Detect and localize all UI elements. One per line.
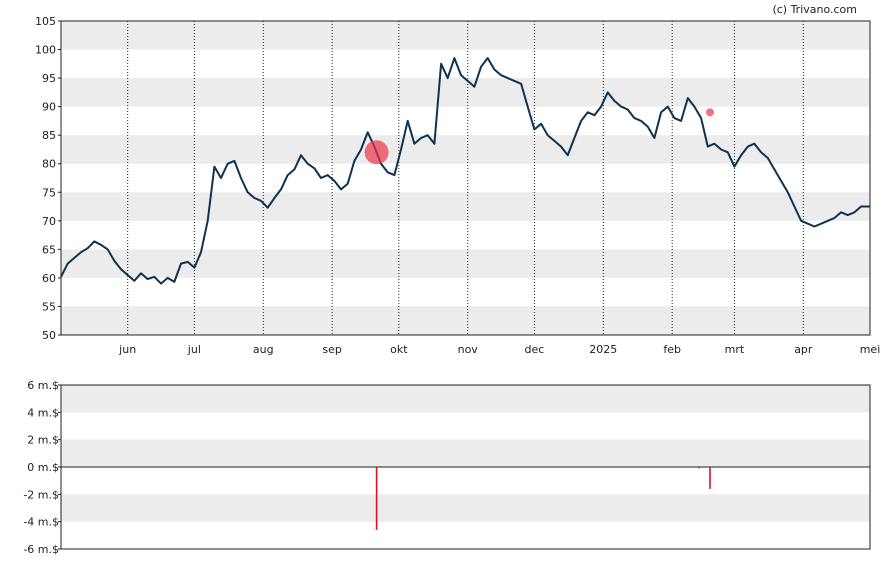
x-tick-label: jun [118, 343, 136, 356]
x-tick-label: aug [253, 343, 274, 356]
y-tick-label: 70 [42, 215, 56, 228]
grid-band [61, 192, 870, 221]
y-tick-label: 100 [35, 44, 56, 57]
grid-band [61, 306, 870, 335]
x-tick-label: nov [458, 343, 479, 356]
y-tick-label: 75 [42, 186, 56, 199]
trade-marker [705, 108, 714, 117]
y-tick-label: 85 [42, 129, 56, 142]
y-tick-label: 0 m.$ [27, 461, 59, 474]
grid-band [61, 494, 870, 522]
x-tick-label: sep [322, 343, 341, 356]
grid-band [61, 385, 870, 413]
y-tick-label: 2 m.$ [27, 434, 59, 447]
price-line [60, 57, 870, 285]
trade-marker [364, 140, 389, 165]
y-tick-label: 95 [42, 72, 56, 85]
x-tick-label: mrt [725, 343, 745, 356]
y-tick-label: -4 m.$ [23, 516, 59, 529]
x-tick-label: apr [794, 343, 813, 356]
grid-band [61, 439, 870, 467]
y-tick-label: 90 [42, 101, 56, 114]
plot-frame [60, 20, 871, 336]
y-tick-label: 60 [42, 272, 56, 285]
y-tick-label: 4 m.$ [27, 406, 59, 419]
y-tick-label: -6 m.$ [23, 543, 59, 556]
grid-band [61, 21, 870, 50]
y-tick-label: 65 [42, 243, 56, 256]
credit-label: (c) Trivano.com [772, 3, 857, 16]
x-tick-label: mei [860, 343, 881, 356]
y-tick-label: -2 m.$ [23, 488, 59, 501]
price-chart: jun jul aug sep okt nov dec 2025 feb mrt apr mei 50 5… [35, 15, 880, 356]
y-tick-label: 6 m.$ [27, 379, 59, 392]
insider-trades-chart: -6 m.$ -4 m.$ -2 m.$ 0 m.$ 2 m.$ 4 m.$ 6 m.$ [23, 379, 871, 556]
x-tick-label: 2025 [589, 343, 617, 356]
y-tick-label: 80 [42, 158, 56, 171]
grid-band [61, 78, 870, 107]
y-tick-label: 55 [42, 300, 56, 313]
grid-band [61, 135, 870, 164]
x-tick-label: jul [187, 343, 201, 356]
x-tick-label: feb [663, 343, 681, 356]
x-tick-label: okt [390, 343, 408, 356]
x-tick-label: dec [524, 343, 544, 356]
y-tick-label: 105 [35, 15, 56, 28]
y-tick-label: 50 [42, 329, 56, 342]
